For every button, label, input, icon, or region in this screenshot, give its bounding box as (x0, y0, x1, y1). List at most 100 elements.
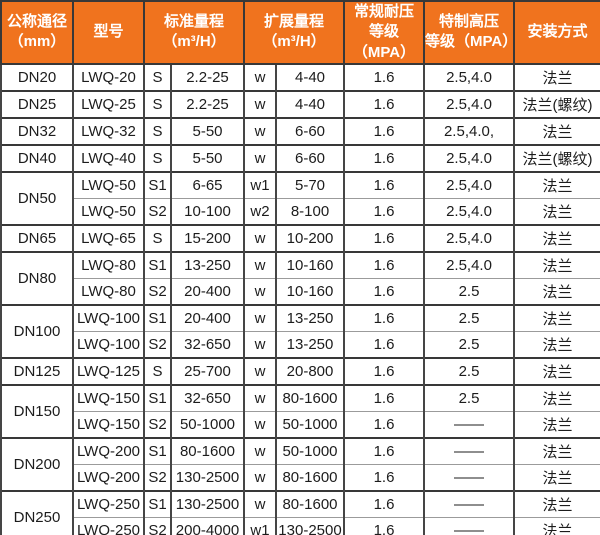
table-row: DN20 LWQ-20 S 2.2-25 w 4-40 1.6 2.5,4.0 … (0, 62, 600, 92)
cell-high-pressure: 2.5,4.0 (423, 197, 515, 226)
cell-extended-range: 13-250 (275, 303, 345, 332)
cell-normal-pressure: 1.6 (343, 330, 425, 359)
cell-standard-code: S2 (143, 330, 172, 359)
cell-standard-code: S1 (143, 436, 172, 465)
cell-high-pressure: —— (423, 463, 515, 492)
cell-model: LWQ-100 (72, 330, 145, 359)
cell-extended-range: 5-70 (275, 170, 345, 199)
cell-model: LWQ-25 (72, 89, 145, 119)
cell-model: LWQ-200 (72, 436, 145, 465)
table-row: DN40 LWQ-40 S 5-50 w 6-60 1.6 2.5,4.0 法兰… (0, 143, 600, 173)
table-row: DN125 LWQ-125 S 25-700 w 20-800 1.6 2.5 … (0, 356, 600, 386)
cell-high-pressure: —— (423, 436, 515, 465)
cell-extended-range: 4-40 (275, 89, 345, 119)
cell-extended-range: 10-160 (275, 277, 345, 306)
table-row: LWQ-150 S2 50-1000 w 50-1000 1.6 —— 法兰 (1, 410, 600, 439)
cell-model: LWQ-200 (72, 463, 145, 492)
table-row: DN80 LWQ-80 S1 13-250 w 10-160 1.6 2.5,4… (0, 250, 600, 306)
table-row: DN32 LWQ-32 S 5-50 w 6-60 1.6 2.5,4.0, 法… (0, 116, 600, 146)
cell-model: LWQ-50 (72, 197, 145, 226)
cell-standard-range: 20-400 (170, 277, 245, 306)
cell-extended-code: w2 (243, 197, 277, 226)
cell-high-pressure: 2.5 (423, 356, 515, 386)
cell-install-type: 法兰 (513, 489, 600, 518)
cell-high-pressure: 2.5 (423, 383, 515, 412)
cell-standard-code: S1 (143, 303, 172, 332)
cell-standard-range: 80-1600 (170, 436, 245, 465)
cell-extended-range: 10-160 (275, 250, 345, 279)
cell-normal-pressure: 1.6 (343, 356, 425, 386)
cell-extended-code: w (243, 143, 277, 173)
cell-extended-code: w (243, 116, 277, 146)
cell-standard-code: S2 (143, 463, 172, 492)
cell-high-pressure: 2.5,4.0 (423, 89, 515, 119)
cell-model: LWQ-20 (72, 62, 145, 92)
cell-standard-range: 25-700 (170, 356, 245, 386)
cell-extended-range: 20-800 (275, 356, 345, 386)
cell-normal-pressure: 1.6 (343, 463, 425, 492)
table-row: LWQ-50 S2 10-100 w2 8-100 1.6 2.5,4.0 法兰 (1, 197, 600, 226)
cell-nominal-diameter: DN125 (0, 356, 74, 386)
cell-install-type: 法兰(螺纹) (513, 89, 600, 119)
table-row: LWQ-80 S2 20-400 w 10-160 1.6 2.5 法兰 (1, 277, 600, 306)
cell-normal-pressure: 1.6 (343, 62, 425, 92)
cell-model: LWQ-65 (72, 223, 145, 253)
cell-install-type: 法兰 (513, 516, 600, 535)
cell-nominal-diameter: DN80 (0, 250, 74, 306)
cell-standard-code: S1 (143, 383, 172, 412)
header-normal-pressure: 常规耐压 等级（MPA） (343, 0, 425, 65)
cell-extended-code: w (243, 62, 277, 92)
cell-install-type: 法兰 (513, 277, 600, 306)
cell-extended-code: w1 (243, 170, 277, 199)
cell-model: LWQ-150 (72, 383, 145, 412)
cell-extended-code: w (243, 410, 277, 439)
cell-standard-range: 130-2500 (170, 463, 245, 492)
cell-nominal-diameter: DN200 (0, 436, 74, 492)
table-row: DN25 LWQ-25 S 2.2-25 w 4-40 1.6 2.5,4.0 … (0, 89, 600, 119)
cell-high-pressure: 2.5,4.0 (423, 250, 515, 279)
cell-extended-code: w (243, 383, 277, 412)
table-row: DN100 LWQ-100 S1 20-400 w 13-250 1.6 2.5… (0, 303, 600, 359)
cell-extended-code: w (243, 463, 277, 492)
cell-extended-code: w (243, 489, 277, 518)
cell-extended-code: w (243, 277, 277, 306)
header-row: 公称通径 （mm） 型号 标准量程 （m³/H） 扩展量程 （m³/H） 常规耐… (0, 0, 600, 65)
cell-standard-range: 13-250 (170, 250, 245, 279)
cell-model: LWQ-100 (72, 303, 145, 332)
table-row: DN65 LWQ-65 S 15-200 w 10-200 1.6 2.5,4.… (0, 223, 600, 253)
cell-extended-range: 130-2500 (275, 516, 345, 535)
cell-normal-pressure: 1.6 (343, 170, 425, 199)
cell-model: LWQ-80 (72, 277, 145, 306)
cell-nominal-diameter: DN32 (0, 116, 74, 146)
cell-standard-range: 130-2500 (170, 489, 245, 518)
cell-extended-range: 8-100 (275, 197, 345, 226)
header-high-pressure: 特制高压 等级（MPA） (423, 0, 517, 65)
cell-standard-range: 32-650 (170, 383, 245, 412)
cell-standard-code: S (143, 223, 172, 253)
cell-nominal-diameter: DN150 (0, 383, 74, 439)
table-row: DN200 LWQ-200 S1 80-1600 w 50-1000 1.6 —… (0, 436, 600, 492)
table-row: DN50 LWQ-50 S1 6-65 w1 5-70 1.6 2.5,4.0 … (0, 170, 600, 226)
cell-install-type: 法兰 (513, 383, 600, 412)
header-extended-range: 扩展量程 （m³/H） (243, 0, 345, 65)
cell-extended-code: w1 (243, 516, 277, 535)
cell-high-pressure: —— (423, 410, 515, 439)
cell-standard-code: S (143, 356, 172, 386)
cell-normal-pressure: 1.6 (343, 383, 425, 412)
cell-extended-code: w (243, 330, 277, 359)
cell-model: LWQ-50 (72, 170, 145, 199)
cell-extended-code: w (243, 89, 277, 119)
cell-install-type: 法兰 (513, 116, 600, 146)
cell-standard-range: 6-65 (170, 170, 245, 199)
cell-extended-range: 80-1600 (275, 463, 345, 492)
table-header: 公称通径 （mm） 型号 标准量程 （m³/H） 扩展量程 （m³/H） 常规耐… (0, 0, 600, 65)
cell-standard-code: S2 (143, 197, 172, 226)
cell-high-pressure: 2.5,4.0, (423, 116, 515, 146)
cell-install-type: 法兰 (513, 62, 600, 92)
cell-model: LWQ-32 (72, 116, 145, 146)
cell-nominal-diameter: DN40 (0, 143, 74, 173)
header-model: 型号 (72, 0, 145, 65)
cell-standard-code: S2 (143, 277, 172, 306)
table-row: DN150 LWQ-150 S1 32-650 w 80-1600 1.6 2.… (0, 383, 600, 439)
cell-install-type: 法兰 (513, 170, 600, 199)
